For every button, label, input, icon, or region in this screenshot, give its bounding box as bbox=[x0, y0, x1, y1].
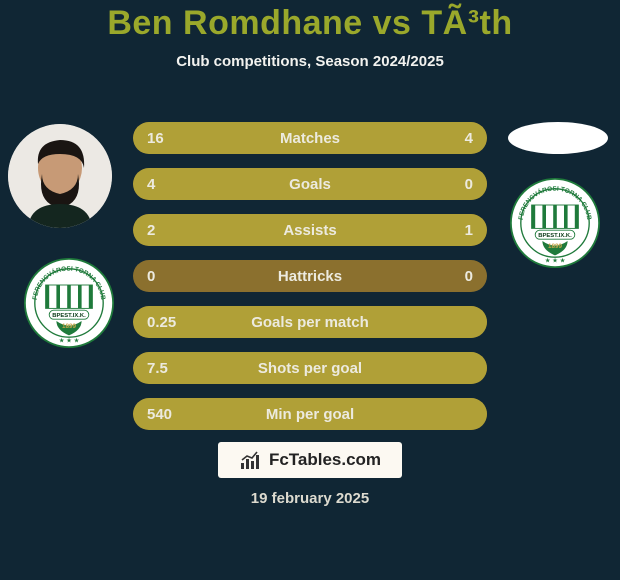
stat-bar: 540 Min per goal bbox=[133, 398, 487, 430]
stat-bars: 16 4 Matches 4 0 Goals 2 1 Assists 0 0 Hattricks 0.2… bbox=[133, 122, 487, 430]
club-crest-right: FERENCVÁROSI TORNA CLUB BPEST.IX.K. 1899… bbox=[510, 178, 600, 268]
bar-left-value: 7.5 bbox=[147, 360, 168, 377]
date-text: 19 february 2025 bbox=[251, 490, 369, 507]
svg-text:BPEST.IX.K.: BPEST.IX.K. bbox=[52, 313, 86, 319]
bar-label: Assists bbox=[283, 222, 336, 239]
bar-right-value: 0 bbox=[465, 176, 473, 193]
avatar-left-svg bbox=[8, 124, 112, 228]
stat-bar: 4 0 Goals bbox=[133, 168, 487, 200]
bar-label: Hattricks bbox=[278, 268, 342, 285]
stat-bar: 2 1 Assists bbox=[133, 214, 487, 246]
stat-bar: 0 0 Hattricks bbox=[133, 260, 487, 292]
bar-right-value: 0 bbox=[465, 268, 473, 285]
bar-left-value: 4 bbox=[147, 176, 155, 193]
bar-label: Matches bbox=[280, 130, 340, 147]
bar-label: Shots per goal bbox=[258, 360, 362, 377]
svg-text:★ ★ ★: ★ ★ ★ bbox=[545, 258, 565, 265]
logo-box: FcTables.com bbox=[218, 442, 402, 478]
bar-right-value: 1 bbox=[465, 222, 473, 239]
svg-text:★ ★ ★: ★ ★ ★ bbox=[59, 338, 79, 345]
stat-bar: 0.25 Goals per match bbox=[133, 306, 487, 338]
stat-bar: 7.5 Shots per goal bbox=[133, 352, 487, 384]
subtitle: Club competitions, Season 2024/2025 bbox=[176, 53, 444, 70]
bar-left-value: 0 bbox=[147, 268, 155, 285]
bar-label: Min per goal bbox=[266, 406, 354, 423]
bar-left-value: 2 bbox=[147, 222, 155, 239]
svg-text:1899: 1899 bbox=[548, 243, 563, 250]
logo-text: FcTables.com bbox=[269, 450, 381, 470]
svg-text:1899: 1899 bbox=[62, 323, 77, 330]
title: Ben Romdhane vs TÃ³th bbox=[107, 4, 512, 43]
bar-left-value: 0.25 bbox=[147, 314, 176, 331]
player-left-avatar bbox=[8, 124, 112, 228]
bar-fill-left bbox=[133, 122, 416, 154]
bar-label: Goals per match bbox=[251, 314, 369, 331]
bar-left-value: 540 bbox=[147, 406, 172, 423]
bar-label: Goals bbox=[289, 176, 331, 193]
comparison-card: Ben Romdhane vs TÃ³th Club competitions,… bbox=[0, 0, 620, 580]
svg-text:BPEST.IX.K.: BPEST.IX.K. bbox=[538, 233, 572, 239]
stat-bar: 16 4 Matches bbox=[133, 122, 487, 154]
bar-right-value: 4 bbox=[465, 130, 473, 147]
player-right-avatar bbox=[508, 122, 608, 154]
bar-fill-right bbox=[416, 122, 487, 154]
club-crest-left: FERENCVÁROSI TORNA CLUB BPEST.IX.K. 1899… bbox=[24, 258, 114, 348]
logo-chart-icon bbox=[239, 449, 263, 471]
bar-left-value: 16 bbox=[147, 130, 164, 147]
